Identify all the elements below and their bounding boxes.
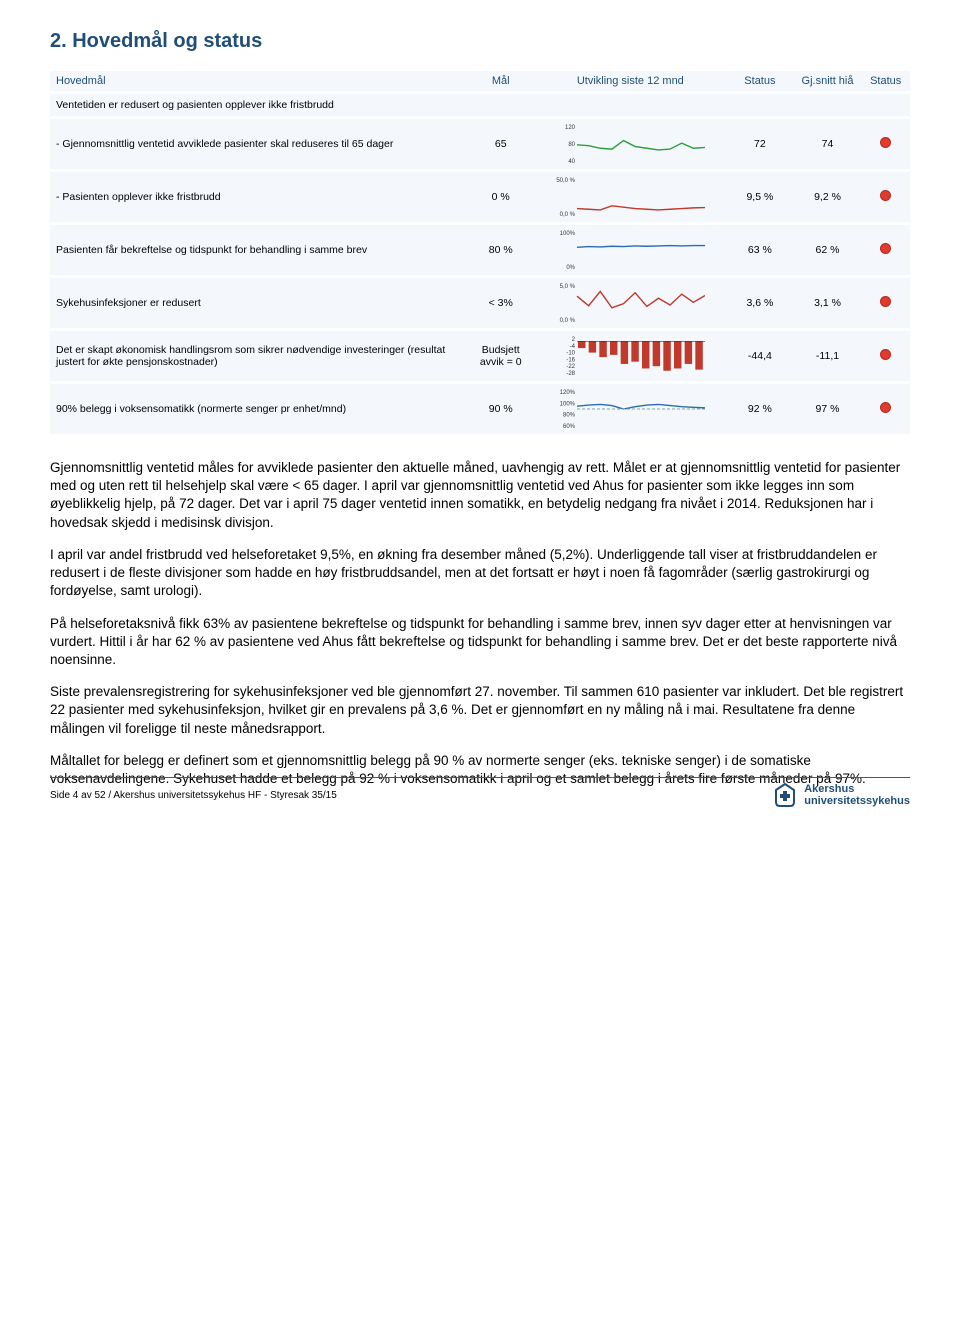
svg-text:-22: -22 (567, 364, 576, 370)
row-status-dot (861, 93, 910, 118)
status-red-icon (880, 243, 891, 254)
row-label: 90% belegg i voksensomatikk (normerte se… (50, 383, 467, 436)
row-sparkline: 2-4-10-16-22-28 (535, 330, 727, 383)
row-mal (467, 93, 535, 118)
svg-text:80: 80 (569, 142, 576, 148)
row-stat2: 97 % (794, 383, 862, 436)
row-stat1: 92 % (726, 383, 794, 436)
svg-text:-4: -4 (570, 344, 576, 350)
row-stat1: -44,4 (726, 330, 794, 383)
section-title: 2. Hovedmål og status (50, 30, 910, 53)
svg-text:40: 40 (569, 159, 576, 164)
logo-line1: Akershus (804, 783, 910, 795)
footer-text: Side 4 av 52 / Akershus universitetssyke… (50, 790, 337, 801)
row-stat1: 3,6 % (726, 277, 794, 330)
body-paragraph: På helseforetaksnivå fikk 63% av pasient… (50, 615, 910, 670)
status-red-icon (880, 296, 891, 307)
row-stat2: 3,1 % (794, 277, 862, 330)
row-status-dot (861, 330, 910, 383)
row-sparkline: 100% 0% (535, 224, 727, 277)
col-hovedmal: Hovedmål (50, 71, 467, 93)
logo-line2: universitetssykehus (804, 795, 910, 807)
row-mal: 90 % (467, 383, 535, 436)
row-stat1 (726, 93, 794, 118)
svg-text:120%: 120% (560, 390, 576, 396)
row-mal: Budsjett avvik = 0 (467, 330, 535, 383)
row-label: Det er skapt økonomisk handlingsrom som … (50, 330, 467, 383)
row-status-dot (861, 118, 910, 171)
row-sparkline: 120 80 40 (535, 118, 727, 171)
svg-text:0%: 0% (567, 265, 576, 270)
col-status: Status (726, 71, 794, 93)
row-label: - Gjennomsnittlig ventetid avviklede pas… (50, 118, 467, 171)
col-status2: Status (861, 71, 910, 93)
row-status-dot (861, 171, 910, 224)
svg-text:120: 120 (565, 125, 576, 131)
row-mal: 65 (467, 118, 535, 171)
row-status-dot (861, 383, 910, 436)
hospital-logo: Akershus universitetssykehus (772, 782, 910, 808)
row-mal: 80 % (467, 224, 535, 277)
svg-text:100%: 100% (560, 231, 576, 237)
col-gjsnitt: Gj.snitt hiå (794, 71, 862, 93)
row-stat2: -11,1 (794, 330, 862, 383)
row-label: Pasienten får bekreftelse og tidspunkt f… (50, 224, 467, 277)
row-stat1: 72 (726, 118, 794, 171)
svg-text:-10: -10 (567, 351, 576, 357)
svg-text:2: 2 (572, 337, 576, 343)
row-sparkline: 50,0 % 0,0 % (535, 171, 727, 224)
body-paragraph: Siste prevalensregistrering for sykehusi… (50, 683, 910, 738)
page-footer: Side 4 av 52 / Akershus universitetssyke… (50, 777, 910, 808)
row-stat2: 9,2 % (794, 171, 862, 224)
status-red-icon (880, 402, 891, 413)
row-sparkline (535, 93, 727, 118)
row-label: Sykehusinfeksjoner er redusert (50, 277, 467, 330)
body-paragraph: I april var andel fristbrudd ved helsefo… (50, 546, 910, 601)
svg-text:50,0 %: 50,0 % (557, 178, 576, 184)
col-utvikling: Utvikling siste 12 mnd (535, 71, 727, 93)
status-red-icon (880, 137, 891, 148)
body-paragraph: Gjennomsnittlig ventetid måles for avvik… (50, 459, 910, 532)
svg-text:60%: 60% (563, 424, 576, 429)
svg-text:5,0 %: 5,0 % (560, 284, 576, 290)
status-table: Hovedmål Mål Utvikling siste 12 mnd Stat… (50, 71, 910, 437)
svg-text:100%: 100% (560, 401, 576, 407)
row-stat2 (794, 93, 862, 118)
row-label: - Pasienten opplever ikke fristbrudd (50, 171, 467, 224)
row-sparkline: 120% 100% 80% 60% (535, 383, 727, 436)
row-stat2: 74 (794, 118, 862, 171)
svg-text:80%: 80% (563, 413, 576, 419)
status-red-icon (880, 349, 891, 360)
row-stat1: 9,5 % (726, 171, 794, 224)
row-sparkline: 5,0 % 0,0 % (535, 277, 727, 330)
svg-text:0,0 %: 0,0 % (560, 318, 576, 323)
svg-text:-28: -28 (567, 371, 576, 376)
row-stat1: 63 % (726, 224, 794, 277)
svg-text:0,0 %: 0,0 % (560, 212, 576, 217)
svg-text:-16: -16 (567, 357, 576, 363)
row-mal: < 3% (467, 277, 535, 330)
row-status-dot (861, 277, 910, 330)
status-red-icon (880, 190, 891, 201)
col-mal: Mål (467, 71, 535, 93)
row-stat2: 62 % (794, 224, 862, 277)
row-mal: 0 % (467, 171, 535, 224)
row-label: Ventetiden er redusert og pasienten oppl… (50, 93, 467, 118)
row-status-dot (861, 224, 910, 277)
